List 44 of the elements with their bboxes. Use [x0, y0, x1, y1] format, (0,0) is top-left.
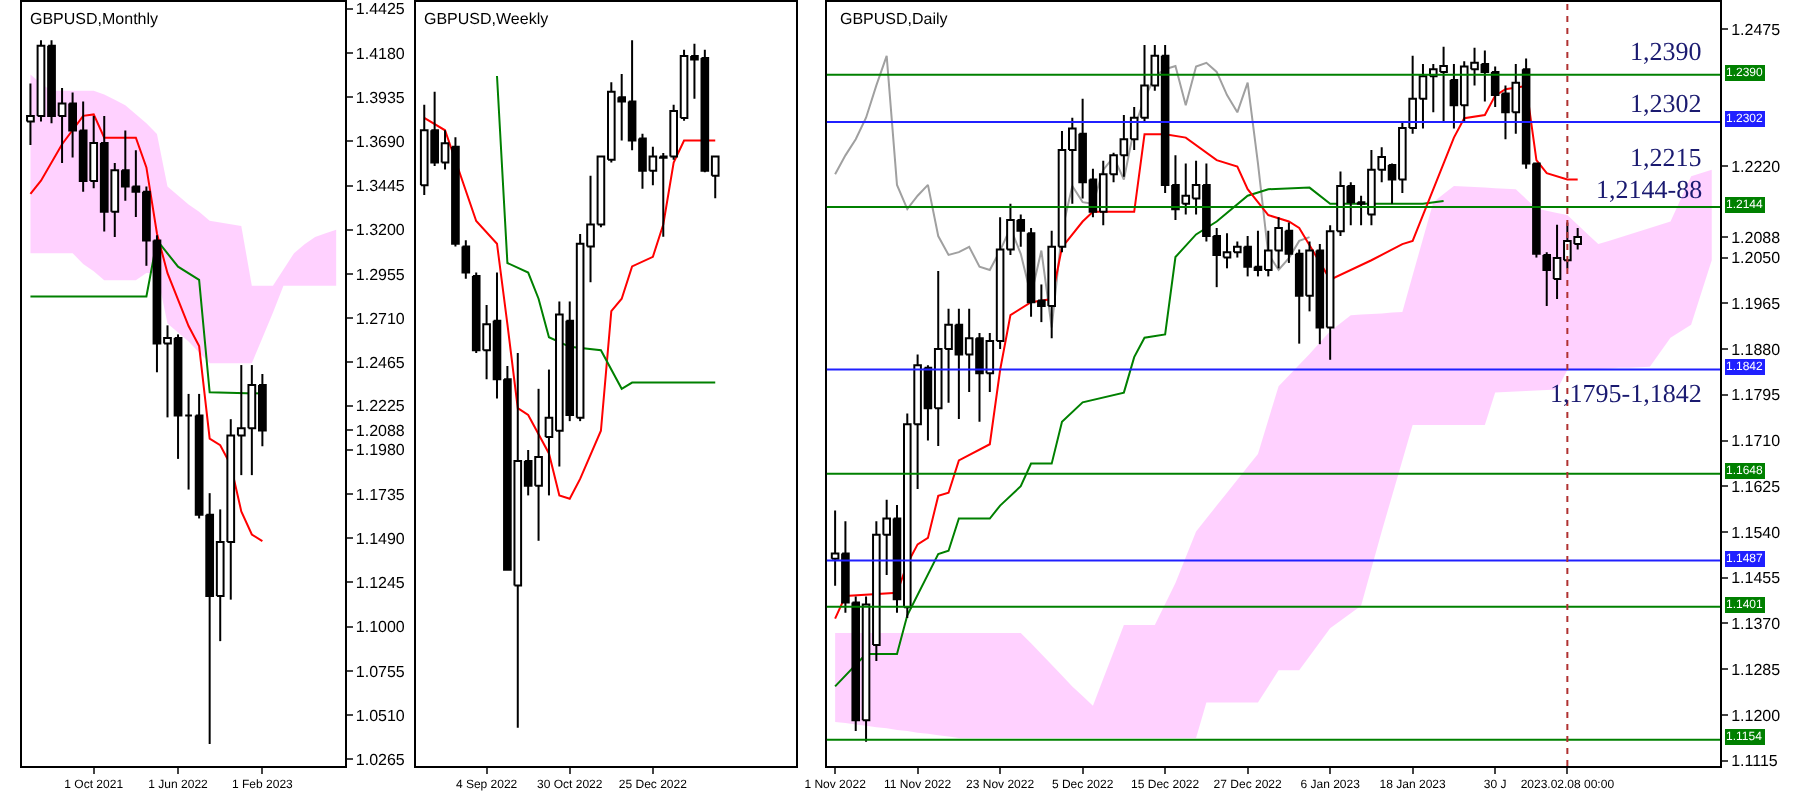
y-tick-label: 1.1455 — [1731, 569, 1782, 588]
y-tick-label: 1.0755 — [355, 662, 406, 681]
y-tick-label: 1.2955 — [355, 265, 406, 284]
y-tick-label: 1.2220 — [1731, 157, 1782, 176]
y-tick-label: 1.1880 — [1731, 340, 1782, 359]
annotation: 1,2302 — [1630, 88, 1702, 118]
y-tick-label: 1.1490 — [355, 529, 406, 548]
annotation: 1,2144-88 — [1596, 174, 1703, 204]
annotation: 1,2215 — [1630, 142, 1702, 172]
y-tick-label: 1.2475 — [1731, 20, 1782, 39]
y-tick-label: 1.3935 — [355, 88, 406, 107]
y-tick-label: 1.1710 — [1731, 432, 1782, 451]
y-tick-label: 1.2050 — [1731, 249, 1782, 268]
y-tick-label: 1.1965 — [1731, 294, 1782, 313]
y-tick-label: 1.1735 — [355, 485, 406, 504]
y-tick-label: 1.4425 — [355, 0, 406, 19]
text: GBPUSD,Monthly — [30, 10, 159, 28]
y-tick-label: 1.3200 — [355, 221, 406, 240]
y-tick-label: 1.2088 — [1731, 228, 1782, 247]
y-tick-label: 1.4180 — [355, 44, 406, 63]
line-series — [29, 113, 264, 543]
y-tick-label: 1.1000 — [355, 618, 406, 637]
y-tick-label: 1.0265 — [355, 750, 406, 769]
y-tick-label: 1.1200 — [1731, 706, 1782, 725]
annotation: 1,2390 — [1630, 36, 1702, 66]
text: GBPUSD,Daily — [840, 10, 948, 28]
y-tick-label: 1.3445 — [355, 177, 406, 196]
y-tick-label: 1.3690 — [355, 132, 406, 151]
y-tick-label: 1.1115 — [1731, 752, 1779, 771]
y-tick-label: 1.2225 — [355, 397, 406, 416]
y-tick-label: 1.1795 — [1731, 386, 1782, 405]
y-tick-label: 1.2465 — [355, 353, 406, 372]
y-tick-label: 1.1285 — [1731, 660, 1782, 679]
y-tick-label: 1.2088 — [355, 421, 406, 440]
chart-title: GBPUSD,Weekly — [424, 10, 549, 28]
y-tick-label: 1.2710 — [355, 309, 406, 328]
y-tick-label: 1.1370 — [1731, 615, 1782, 634]
line-series — [834, 54, 1311, 329]
y-tick-label: 1.1245 — [355, 574, 406, 593]
annotation: 1,1795-1,1842 — [1550, 378, 1702, 408]
y-tick-label: 1.1540 — [1731, 523, 1782, 542]
y-tick-label: 1.0510 — [355, 706, 406, 725]
y-tick-label: 1.1625 — [1731, 477, 1782, 496]
y-tick-label: 1.1980 — [355, 441, 406, 460]
